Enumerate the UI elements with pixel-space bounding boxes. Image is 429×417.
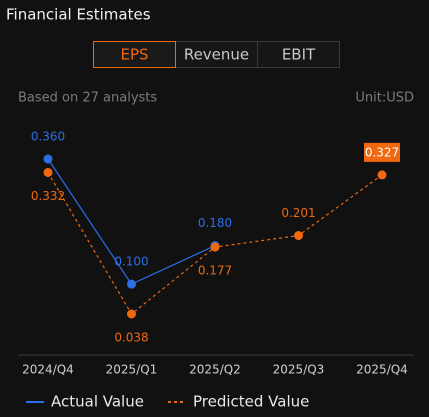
tab[interactable]	[175, 41, 258, 68]
data-point	[377, 170, 387, 180]
x-tick-label: 2025/Q2	[189, 363, 241, 377]
value-label: 0.201	[281, 206, 315, 220]
tab-selected-border	[93, 41, 176, 68]
data-point	[127, 309, 136, 319]
legend-label: Actual Value	[51, 393, 144, 411]
x-tick-label: 2024/Q4	[22, 363, 74, 377]
value-label: 0.180	[198, 216, 232, 230]
analysts-note: Based on 27 analysts	[18, 91, 157, 106]
unit-note: Unit:USD	[355, 91, 414, 106]
value-label: 0.327	[365, 145, 399, 159]
legend-label: Predicted Value	[193, 393, 309, 411]
page-title: Financial Estimates	[6, 6, 151, 24]
value-label: 0.177	[198, 264, 232, 278]
tab-label[interactable]: EBIT	[282, 46, 316, 64]
data-point	[43, 167, 53, 177]
x-tick-label: 2025/Q3	[273, 363, 325, 377]
data-point	[210, 242, 220, 252]
value-label: 0.332	[31, 189, 65, 203]
tab-label[interactable]: EPS	[120, 46, 148, 64]
value-label: 0.038	[114, 331, 148, 345]
x-tick-label: 2025/Q4	[356, 363, 408, 377]
tab-label[interactable]: Revenue	[184, 46, 249, 64]
value-label: 0.360	[31, 130, 65, 144]
data-point	[294, 231, 303, 241]
x-tick-label: 2025/Q1	[106, 363, 158, 377]
value-label: 0.100	[114, 255, 148, 269]
data-point	[127, 279, 136, 289]
highlight-label-box	[364, 142, 400, 162]
tab[interactable]	[257, 41, 340, 68]
data-point	[43, 154, 53, 164]
